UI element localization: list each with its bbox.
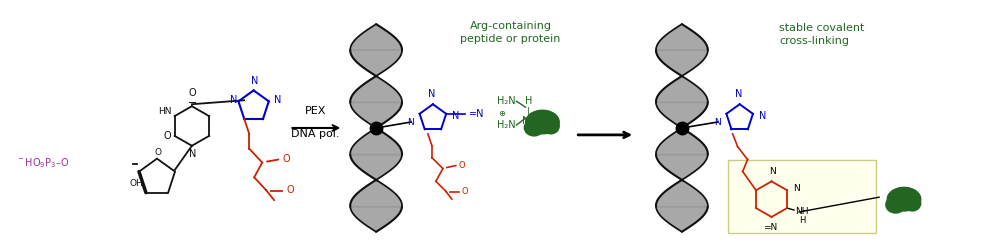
Text: N: N — [769, 168, 776, 176]
Text: O: O — [282, 154, 290, 164]
Text: PEX: PEX — [305, 106, 326, 116]
Text: N: N — [793, 184, 800, 193]
Text: DNA pol.: DNA pol. — [291, 129, 340, 139]
Text: N: N — [735, 89, 742, 99]
Polygon shape — [656, 128, 708, 154]
Text: N–: N– — [522, 116, 535, 126]
Text: Arg-containing
peptide or protein: Arg-containing peptide or protein — [460, 21, 561, 44]
Polygon shape — [656, 50, 708, 76]
Text: N: N — [251, 76, 258, 86]
Ellipse shape — [542, 118, 559, 134]
Polygon shape — [350, 154, 402, 181]
Ellipse shape — [886, 196, 905, 213]
Polygon shape — [350, 207, 402, 232]
Text: N: N — [759, 111, 766, 121]
Text: =N: =N — [469, 109, 484, 119]
Ellipse shape — [900, 188, 914, 199]
Text: ⊕: ⊕ — [499, 109, 506, 118]
Ellipse shape — [526, 110, 559, 134]
Ellipse shape — [524, 119, 544, 136]
Text: N: N — [407, 118, 414, 126]
Text: stable covalent
cross-linking: stable covalent cross-linking — [779, 23, 865, 46]
Text: O: O — [462, 187, 468, 196]
Text: |: | — [527, 107, 530, 116]
Text: H₂N: H₂N — [497, 120, 515, 130]
Text: N: N — [189, 149, 197, 159]
Polygon shape — [350, 102, 402, 128]
Text: N: N — [230, 95, 237, 105]
Text: NH: NH — [795, 206, 809, 216]
Text: OH: OH — [129, 178, 143, 188]
Polygon shape — [350, 128, 402, 154]
Polygon shape — [656, 76, 708, 102]
FancyBboxPatch shape — [728, 160, 876, 233]
Polygon shape — [656, 24, 708, 50]
Text: HN: HN — [158, 107, 172, 116]
Text: H: H — [799, 216, 805, 226]
Polygon shape — [656, 181, 708, 207]
Text: O: O — [155, 148, 162, 157]
Text: =N: =N — [763, 223, 778, 232]
Text: N: N — [714, 118, 721, 126]
Text: O: O — [188, 88, 196, 98]
Text: O: O — [286, 185, 294, 195]
Polygon shape — [656, 154, 708, 181]
Polygon shape — [350, 181, 402, 207]
Text: $^-$HO$_9$P$_3$–O: $^-$HO$_9$P$_3$–O — [16, 157, 69, 170]
Ellipse shape — [904, 196, 921, 211]
Polygon shape — [350, 76, 402, 102]
Polygon shape — [350, 24, 402, 50]
Text: N: N — [452, 111, 459, 121]
Ellipse shape — [887, 188, 921, 211]
Polygon shape — [656, 207, 708, 232]
Text: O: O — [163, 131, 171, 141]
Text: H: H — [525, 96, 532, 106]
Ellipse shape — [538, 111, 552, 122]
Text: H₂N: H₂N — [497, 96, 515, 106]
Text: O: O — [459, 161, 465, 170]
Polygon shape — [350, 50, 402, 76]
Text: N: N — [274, 95, 281, 105]
Polygon shape — [656, 102, 708, 128]
Text: N: N — [428, 89, 436, 99]
